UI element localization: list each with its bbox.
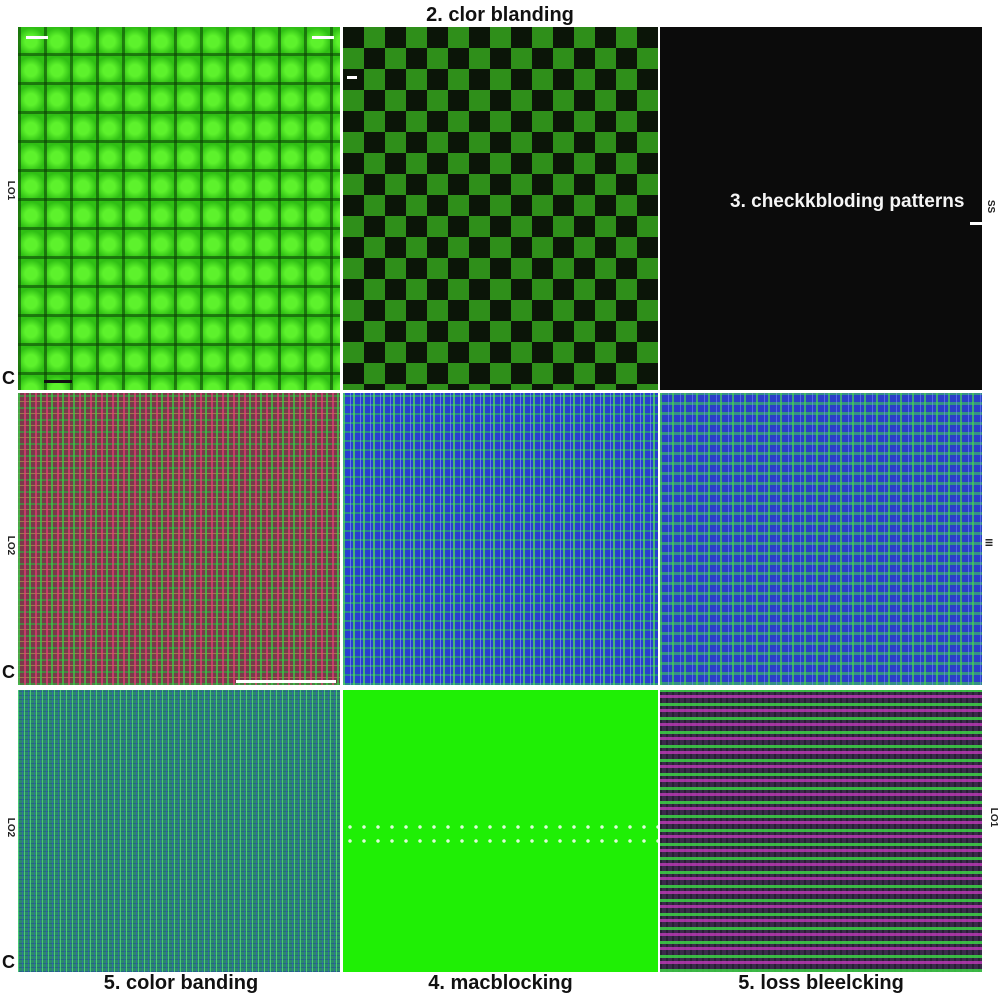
- dot-row: [343, 820, 658, 850]
- tile-black: [660, 27, 982, 390]
- top-title: 2. clor blanding: [426, 4, 574, 26]
- checkerboard-caption: 3. checkkbloding patterns: [730, 191, 965, 212]
- tick-mark: [44, 380, 72, 383]
- tile-striped-noise: [660, 690, 982, 972]
- right-label-3: LO1: [988, 807, 1000, 828]
- tick-mark: [970, 222, 982, 225]
- tick-mark: [347, 76, 357, 79]
- right-label-1: SS: [985, 199, 997, 214]
- bottom-caption-3: 5. loss bleelcking: [738, 972, 904, 994]
- left-label-3: LO2: [5, 817, 17, 838]
- bottom-caption-1: 5. color banding: [103, 972, 259, 994]
- right-label-2: III: [982, 538, 994, 547]
- left-label-2: LO2: [5, 535, 17, 556]
- tile-blue-grid-2: [660, 393, 982, 685]
- tick-mark: [26, 36, 48, 39]
- corner-letter-1: C: [2, 368, 15, 388]
- tile-green-blocks: [18, 27, 340, 390]
- corner-letter-2: C: [2, 662, 15, 682]
- corner-letter-3: C: [2, 952, 15, 972]
- tick-mark: [312, 36, 334, 39]
- tile-fine-mesh: [18, 690, 340, 972]
- tile-red-green-grid: [18, 393, 340, 685]
- tick-mark: [236, 680, 336, 683]
- tile-blue-grid-1: [343, 393, 658, 685]
- left-label-1: LO1: [5, 180, 17, 201]
- tile-checkerboard: [343, 27, 658, 390]
- bottom-caption-2: 4. macblocking: [428, 972, 573, 994]
